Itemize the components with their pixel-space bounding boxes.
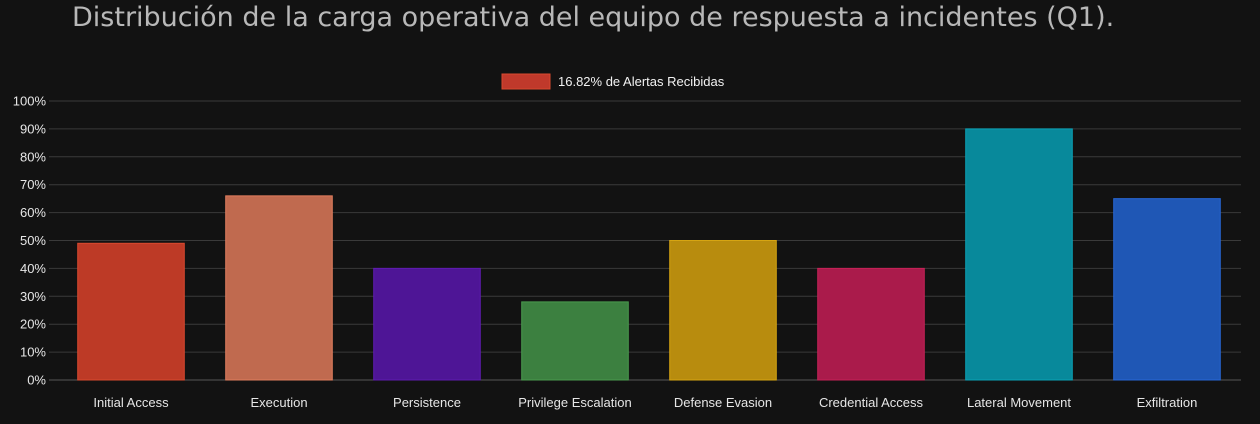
y-tick-label: 40% (20, 261, 46, 276)
bar-privilege-escalation[interactable] (521, 301, 629, 381)
x-axis-ticks: Initial Access Execution Persistence Privil… (93, 395, 1197, 410)
legend[interactable]: 16.82% de Alertas Recibidas (501, 73, 725, 90)
y-tick-label: 60% (20, 205, 46, 220)
bar-initial-access[interactable] (77, 242, 185, 381)
y-tick-label: 100% (13, 94, 47, 109)
x-tick-label: Defense Evasion (674, 395, 772, 410)
legend-label: 16.82% de Alertas Recibidas (558, 74, 725, 89)
bar-execution[interactable] (225, 195, 333, 381)
y-axis-ticks: 0% 10% 20% 30% 40% 50% 60% 70% 80% 90% 100% (13, 94, 47, 388)
y-tick-label: 90% (20, 121, 46, 136)
x-tick-label: Privilege Escalation (518, 395, 631, 410)
y-tick-label: 10% (20, 345, 46, 360)
x-tick-label: Lateral Movement (967, 395, 1071, 410)
x-tick-label: Initial Access (93, 395, 169, 410)
bar-defense-evasion[interactable] (669, 240, 777, 381)
y-tick-label: 70% (20, 177, 46, 192)
y-tick-label: 50% (20, 233, 46, 248)
bar-exfiltration[interactable] (1113, 198, 1221, 381)
bars (77, 128, 1221, 381)
chart-title: Distribución de la carga operativa del e… (72, 2, 1115, 33)
legend-swatch (501, 73, 551, 90)
x-tick-label: Execution (250, 395, 307, 410)
bar-lateral-movement[interactable] (965, 128, 1073, 381)
x-tick-label: Exfiltration (1137, 395, 1198, 410)
x-tick-label: Credential Access (819, 395, 924, 410)
y-tick-label: 20% (20, 317, 46, 332)
y-tick-label: 0% (27, 373, 46, 388)
bar-credential-access[interactable] (817, 267, 925, 381)
y-tick-label: 30% (20, 289, 46, 304)
bar-persistence[interactable] (373, 267, 481, 381)
x-tick-label: Persistence (393, 395, 461, 410)
y-tick-label: 80% (20, 149, 46, 164)
